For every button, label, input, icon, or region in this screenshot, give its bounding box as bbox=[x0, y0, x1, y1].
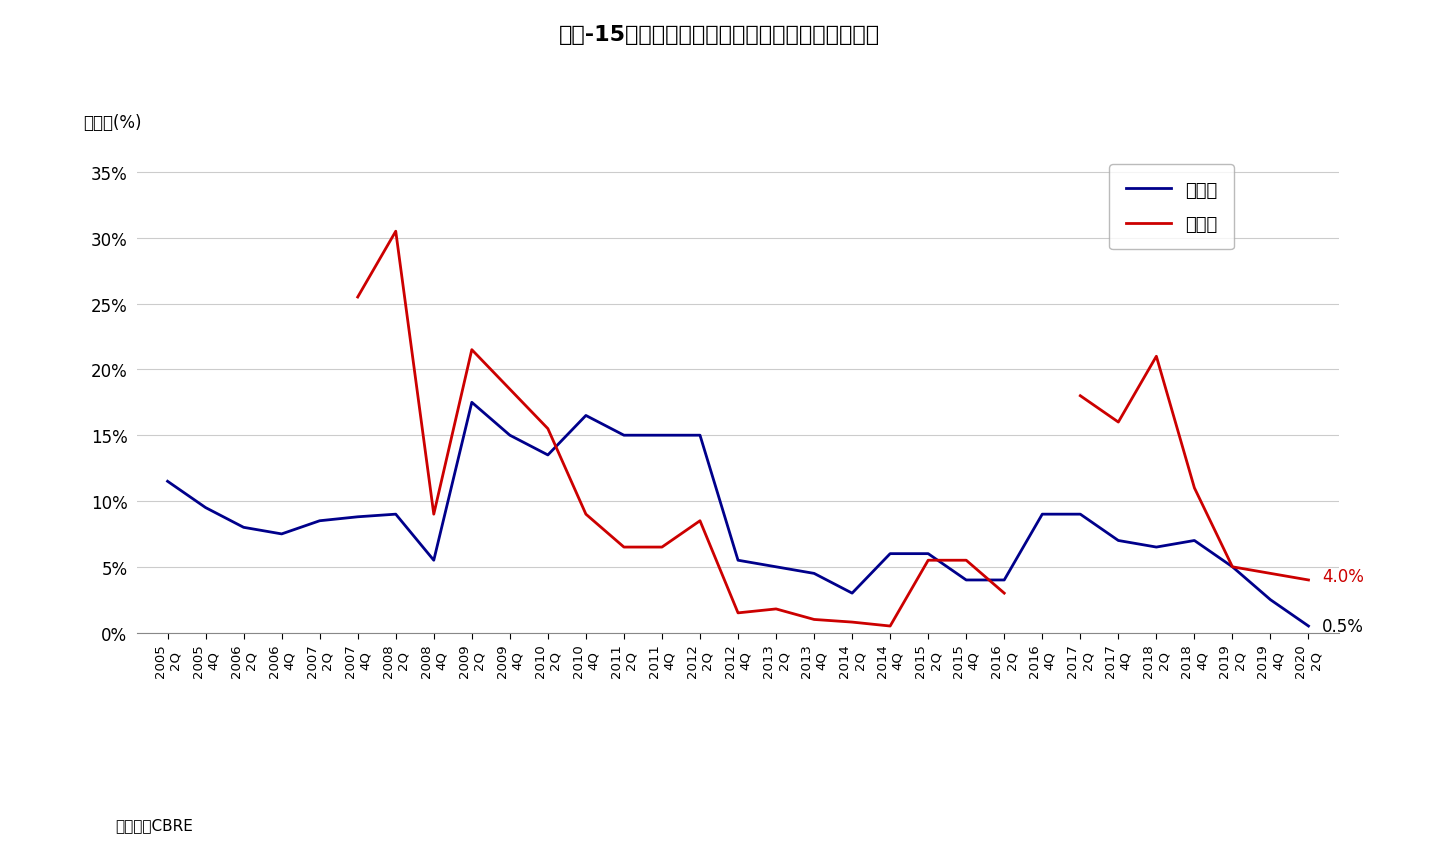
Text: （出所）CBRE: （出所）CBRE bbox=[115, 817, 193, 832]
首都圈 bbox=[1186, 536, 1203, 546]
首都圈 bbox=[273, 529, 291, 539]
首都圈 bbox=[1109, 536, 1127, 546]
首都圈 bbox=[501, 430, 518, 441]
首都圈 bbox=[387, 510, 404, 520]
首都圈 bbox=[1148, 543, 1166, 553]
首都圈 bbox=[806, 569, 823, 579]
Line: 首都圈: 首都圈 bbox=[167, 403, 1308, 626]
首都圈 bbox=[653, 430, 671, 441]
Text: 4.0%: 4.0% bbox=[1322, 567, 1364, 585]
Text: 0.5%: 0.5% bbox=[1322, 617, 1364, 636]
首都圈 bbox=[920, 549, 937, 559]
首都圈 bbox=[767, 562, 784, 572]
首都圈 bbox=[996, 576, 1013, 586]
首都圈 bbox=[1072, 510, 1089, 520]
首都圈 bbox=[158, 477, 176, 487]
首都圈 bbox=[691, 430, 708, 441]
首都圈 bbox=[197, 503, 214, 513]
首都圈 bbox=[1223, 562, 1240, 572]
首都圈 bbox=[843, 588, 861, 598]
首都圈 bbox=[577, 411, 594, 421]
首都圈 bbox=[1299, 621, 1317, 631]
Text: 図表-15　大型マルチテナント型物流施設の空室率: 図表-15 大型マルチテナント型物流施設の空室率 bbox=[558, 25, 881, 46]
Text: 空室率(%): 空室率(%) bbox=[83, 114, 141, 132]
首都圈 bbox=[957, 576, 974, 586]
首都圈 bbox=[1033, 510, 1050, 520]
首都圈 bbox=[882, 549, 899, 559]
首都圈 bbox=[616, 430, 633, 441]
首都圈 bbox=[540, 451, 557, 461]
首都圈 bbox=[425, 555, 442, 565]
首都圈 bbox=[1262, 595, 1279, 605]
首都圈 bbox=[235, 522, 252, 533]
首都圈 bbox=[350, 512, 367, 522]
首都圈 bbox=[463, 398, 481, 408]
Legend: 首都圈, 近畸圈: 首都圈, 近畸圈 bbox=[1109, 165, 1233, 250]
首都圈 bbox=[730, 555, 747, 565]
首都圈 bbox=[311, 516, 328, 526]
